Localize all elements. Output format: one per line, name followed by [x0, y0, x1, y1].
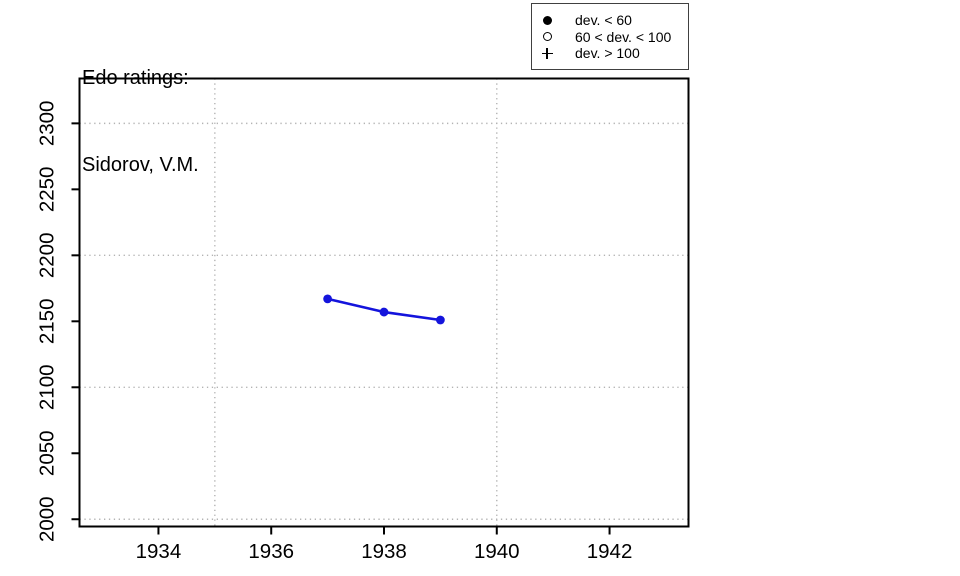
legend-item-label: dev. > 100 — [575, 45, 640, 62]
legend-item-dev-lt-60: dev. < 60 — [532, 12, 688, 29]
legend-item-label: 60 < dev. < 100 — [575, 28, 672, 45]
x-tick-label: 1934 — [136, 540, 182, 563]
y-tick-label: 2150 — [36, 298, 59, 344]
y-tick-label: 2250 — [36, 167, 59, 213]
data-point — [323, 294, 333, 304]
chart-title: Edo ratings: Sidorov, V.M. — [82, 6, 199, 209]
y-tick-label: 2050 — [36, 430, 59, 476]
x-tick-label: 1942 — [587, 540, 633, 563]
x-tick-label: 1940 — [474, 540, 520, 563]
y-tick-label: 2200 — [36, 233, 59, 279]
plus-icon — [541, 47, 553, 59]
data-point — [435, 315, 445, 325]
y-tick-label: 2100 — [36, 364, 59, 410]
open-circle-icon — [542, 32, 552, 42]
legend-marker-cell — [532, 15, 562, 25]
legend-item-label: dev. < 60 — [575, 12, 632, 29]
x-tick-label: 1938 — [361, 540, 407, 563]
y-tick-label: 2000 — [36, 496, 59, 542]
data-point — [379, 307, 389, 317]
legend-marker-cell — [532, 32, 562, 42]
chart-title-line2: Sidorov, V.M. — [82, 154, 199, 176]
legend: dev. < 60 60 < dev. < 100 dev. > 100 — [531, 3, 689, 70]
legend-item-dev-gt-100: dev. > 100 — [532, 45, 688, 62]
legend-item-dev-60-100: 60 < dev. < 100 — [532, 29, 688, 46]
filled-circle-icon — [542, 15, 552, 25]
y-tick-label: 2300 — [36, 101, 59, 147]
legend-marker-cell — [532, 47, 562, 59]
x-tick-label: 1936 — [248, 540, 294, 563]
chart-title-line1: Edo ratings: — [82, 67, 189, 89]
